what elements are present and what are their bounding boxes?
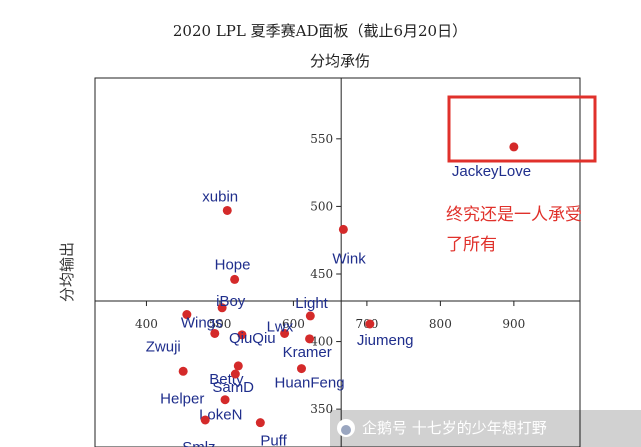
- plot-frame: [94, 77, 581, 447]
- point-smlz: [200, 415, 210, 425]
- point-label-iboy: iBoy: [216, 293, 246, 310]
- point-label-jackeylove: JackeyLove: [452, 163, 531, 180]
- point-label-helper: Helper: [160, 390, 204, 407]
- crosshair-axes: [95, 78, 580, 447]
- y-tick-label: 350: [310, 402, 333, 416]
- y-tick-label: 500: [310, 199, 333, 213]
- point-lwx: [280, 328, 290, 338]
- point-huanfeng: [296, 364, 306, 374]
- point-wink: [338, 224, 348, 234]
- point-label-kramer: Kramer: [283, 344, 332, 361]
- point-kramer: [305, 334, 315, 344]
- x-axis-title: 分均承伤: [310, 52, 370, 70]
- watermark: 企鹅号 十七岁的少年想打野: [330, 410, 641, 447]
- point-label-xubin: xubin: [202, 188, 238, 205]
- point-betty: [233, 361, 243, 371]
- point-label-puff: Puff: [260, 433, 287, 447]
- point-label-zwuji: Zwuji: [146, 338, 181, 355]
- point-helper: [178, 366, 188, 376]
- point-label-huanfeng: HuanFeng: [274, 375, 344, 392]
- point-label-wings: Wings: [181, 315, 223, 332]
- point-light: [305, 311, 315, 321]
- point-qiuqiu: [237, 330, 247, 340]
- point-jiumeng: [365, 319, 375, 329]
- point-samd: [230, 369, 240, 379]
- y-tick-label: 550: [310, 132, 333, 146]
- point-label-light: Light: [295, 295, 328, 312]
- penguin-logo-icon: [337, 419, 355, 437]
- point-iboy: [217, 303, 227, 313]
- point-label-samd: SamD: [212, 379, 254, 396]
- point-xubin: [222, 205, 232, 215]
- point-label-wink: Wink: [332, 250, 366, 267]
- point-jackeylove: [509, 142, 519, 152]
- y-tick-label: 450: [310, 267, 333, 281]
- point-label-hope: Hope: [215, 256, 251, 273]
- x-tick-label: 400: [135, 317, 158, 331]
- point-zwuji: [210, 328, 220, 338]
- watermark-text: 企鹅号 十七岁的少年想打野: [362, 419, 547, 437]
- point-loken: [220, 395, 230, 405]
- point-puff: [255, 418, 265, 428]
- point-hope: [230, 274, 240, 284]
- x-tick-label: 500: [208, 317, 231, 331]
- data-points: JackeyLove xubin Wink Hope iBoy Wings LightLwx…: [146, 142, 531, 447]
- y-axis-title: 分均输出: [58, 242, 76, 302]
- point-label-qiuqiu: QiuQiu: [229, 330, 276, 347]
- point-wings: [182, 310, 192, 320]
- point-label-jiumeng: Jiumeng: [357, 332, 414, 349]
- chart-title: 2020 LPL 夏季赛AD面板（截止6月20日）: [173, 22, 467, 40]
- x-tick-label: 900: [502, 317, 525, 331]
- point-label-lwx: Lwx: [267, 318, 294, 335]
- x-tick-label: 600: [282, 317, 305, 331]
- x-tick-label: 800: [429, 317, 452, 331]
- point-label-smlz: Smlz: [182, 439, 215, 447]
- highlight-box: [447, 95, 597, 163]
- watermark-bg: [330, 410, 641, 447]
- annotation-line-2: 了所有: [446, 235, 497, 255]
- y-tick-label: 400: [310, 335, 333, 349]
- point-label-loken: LokeN: [199, 407, 242, 424]
- annotation-line-1: 终究还是一人承受: [446, 205, 582, 225]
